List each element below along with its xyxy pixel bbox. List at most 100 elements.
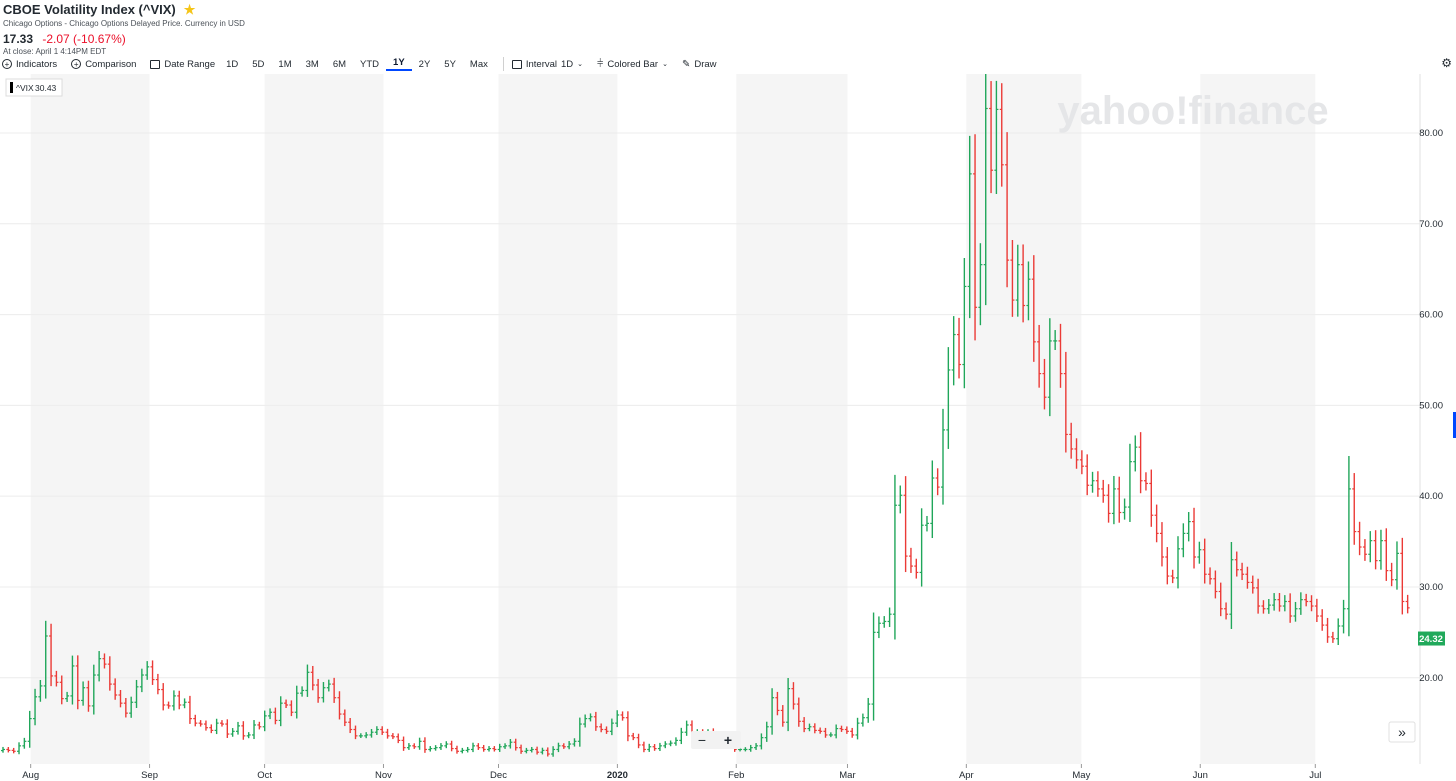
ohlc-bar (465, 746, 470, 753)
range-button-3m[interactable]: 3M (305, 58, 319, 70)
ohlc-bar (834, 724, 839, 739)
ohlc-bar (1047, 318, 1052, 417)
ohlc-bar (1117, 476, 1122, 523)
ohlc-bar (209, 724, 214, 734)
price-change: -2.07 (-10.67%) (42, 32, 126, 46)
ohlc-bar (406, 743, 411, 750)
ohlc-bar (401, 736, 406, 751)
ohlc-bar (604, 726, 609, 734)
ohlc-bar (1245, 566, 1250, 589)
ohlc-bar (81, 681, 86, 706)
ohlc-bar (1176, 536, 1180, 589)
ohlc-bar (812, 723, 817, 734)
chart-type-dropdown[interactable]: ⫩ Colored Bar ⌄ (597, 58, 668, 71)
ohlc-bar (1400, 537, 1405, 615)
date-range-button[interactable]: Date Range (150, 59, 215, 70)
gear-icon[interactable]: ⚙ (1441, 56, 1452, 70)
ohlc-bar (1010, 239, 1015, 317)
ohlc-bar (289, 700, 294, 717)
ohlc-bar (668, 740, 673, 747)
ohlc-bar (572, 738, 577, 747)
zoom-out-button[interactable]: − (698, 732, 706, 748)
expand-control[interactable]: » (1388, 721, 1416, 743)
ohlc-bar (284, 699, 289, 709)
scroll-handle[interactable] (1453, 412, 1456, 438)
ohlc-bar (903, 476, 908, 573)
star-icon[interactable]: ★ (183, 2, 196, 17)
indicators-button[interactable]: + Indicators (2, 59, 57, 70)
ohlc-bar (1293, 601, 1298, 622)
price-chart[interactable]: yahoo!finance 20.00 30.00 40.00 50.00 60.00 7… (0, 74, 1456, 781)
ohlc-bar (252, 720, 257, 740)
ohlc-bar (1005, 132, 1010, 288)
zoom-controls: − + (691, 731, 741, 749)
ohlc-bar (278, 696, 283, 727)
ohlc-bar (337, 691, 342, 720)
watermark: yahoo!finance (1057, 89, 1328, 133)
month-band (264, 74, 384, 764)
ohlc-bar (107, 656, 112, 691)
ohlc-bar (139, 668, 144, 693)
ohlc-bar (471, 742, 475, 753)
range-button-1m[interactable]: 1M (278, 58, 292, 70)
ohlc-bar (1266, 599, 1271, 614)
zoom-in-button[interactable]: + (724, 732, 732, 748)
ohlc-bar (70, 655, 75, 705)
ohlc-bar (193, 714, 198, 727)
ohlc-bar (385, 728, 390, 739)
ohlc-bar (839, 725, 844, 732)
plus-circle-icon: + (2, 59, 12, 69)
x-tick-label: Oct (257, 770, 272, 781)
ohlc-bar (1298, 592, 1303, 615)
range-button-1y[interactable]: 1Y (386, 57, 412, 71)
ohlc-bar (1314, 598, 1319, 623)
range-button-5y[interactable]: 5Y (444, 58, 456, 70)
y-tick-label: 80.00 (1419, 128, 1443, 139)
range-button-ytd[interactable]: YTD (360, 58, 380, 70)
x-tick-label: May (1072, 770, 1090, 781)
interval-dropdown[interactable]: Interval 1D ⌄ (511, 59, 583, 70)
draw-button[interactable]: ✎ Draw (682, 59, 717, 70)
ohlc-bar (1405, 594, 1410, 614)
range-button-5d[interactable]: 5D (252, 58, 265, 70)
legend-symbol: ^VIX (16, 83, 34, 93)
ohlc-bar (1069, 422, 1074, 459)
ohlc-bar (882, 616, 887, 628)
range-button-1d[interactable]: 1D (226, 58, 239, 70)
ohlc-bar (673, 737, 678, 746)
ohlc-bar (1277, 593, 1282, 612)
symbol-legend: ^VIX 30.43 (5, 78, 63, 97)
expand-icon[interactable]: » (1398, 724, 1406, 740)
ohlc-bar (1240, 562, 1245, 581)
range-button-2y[interactable]: 2Y (418, 58, 431, 70)
ohlc-bar (802, 717, 807, 733)
y-tick-label: 50.00 (1419, 400, 1443, 411)
ohlc-bar (1336, 618, 1341, 646)
y-tick-label: 40.00 (1419, 491, 1443, 502)
comparison-button[interactable]: + Comparison (71, 59, 136, 70)
x-tick-label: Aug (22, 770, 39, 781)
ohlc-bar (876, 616, 881, 639)
ohlc-bar (113, 678, 118, 700)
ohlc-bar (155, 673, 160, 695)
ohlc-bar (930, 460, 935, 539)
ohlc-bar (855, 717, 860, 740)
ohlc-bar (129, 696, 134, 718)
ohlc-bar (305, 664, 310, 697)
ohlc-bar (1095, 471, 1100, 497)
ohlc-bar (535, 746, 540, 755)
ohlc-bar (1181, 523, 1186, 558)
y-axis-ticks: 20.00 30.00 40.00 50.00 60.00 70.00 80.00 (1419, 128, 1443, 684)
range-button-max[interactable]: Max (469, 58, 488, 70)
x-axis-ticks: Aug Sep Oct Nov Dec 2020 Feb Mar Apr May Jun Jul (22, 764, 1321, 781)
ohlc-bar (316, 678, 321, 703)
ohlc-bar (1357, 521, 1362, 556)
ohlc-bar (1341, 599, 1346, 634)
ohlc-bar (476, 743, 481, 750)
ohlc-bar (625, 711, 630, 742)
ohlc-bar (497, 743, 502, 752)
ohlc-bar (187, 695, 192, 724)
range-button-6m[interactable]: 6M (332, 58, 347, 70)
ohlc-bar (1, 746, 5, 753)
ohlc-bar (145, 661, 150, 680)
